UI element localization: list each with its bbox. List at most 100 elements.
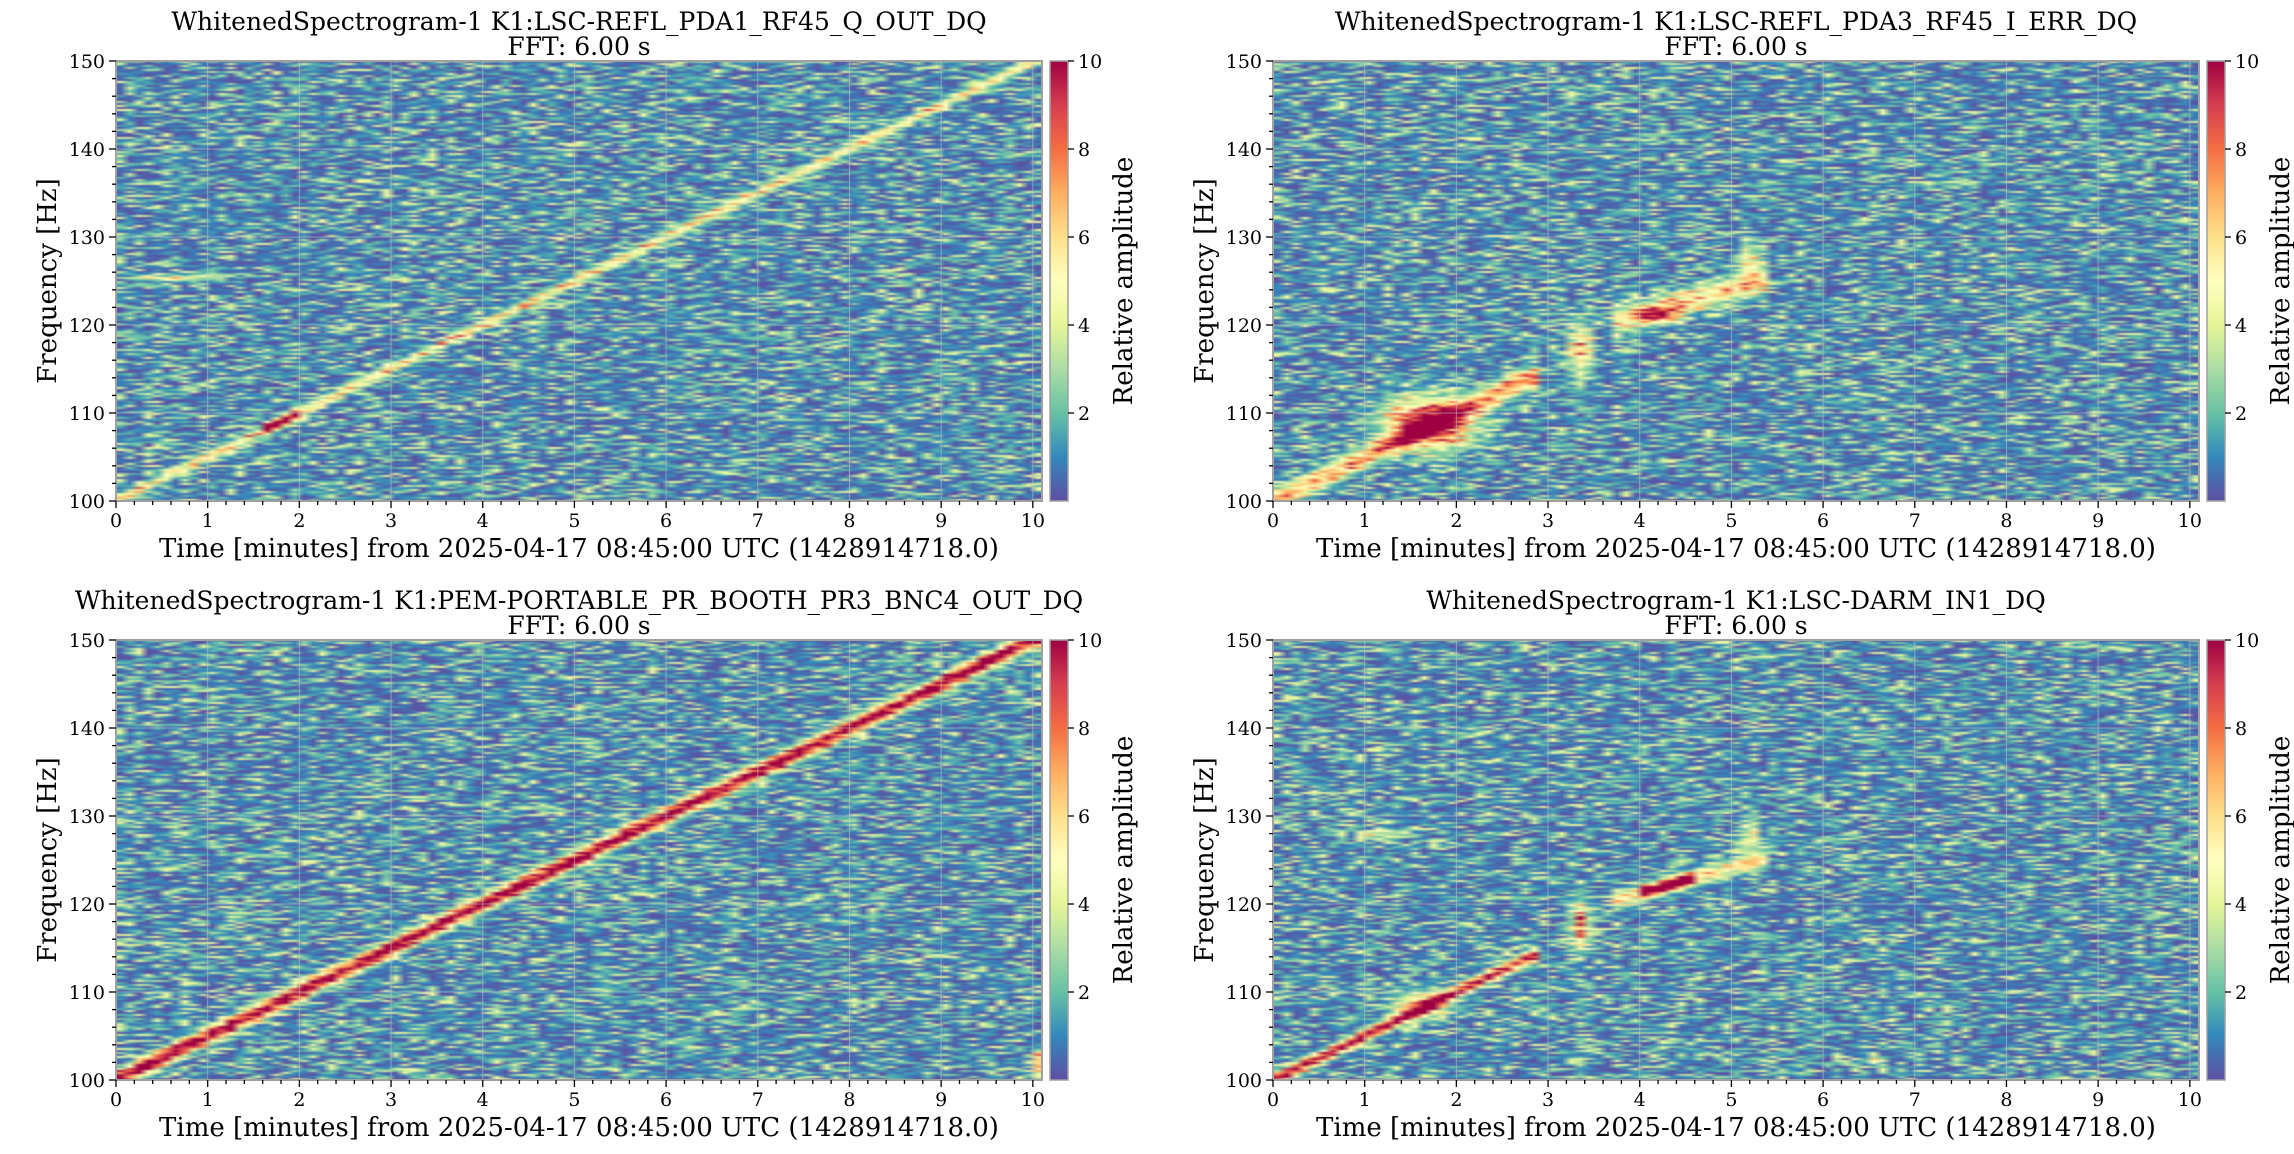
colorbar — [2206, 60, 2226, 502]
y-tick-label: 100 — [69, 491, 105, 513]
x-tick-label: 9 — [935, 510, 947, 532]
panel-4: 0 1 2 3 4 5 6 7 8 9 10 100 110 120 130 140 150 Time [minu… — [1190, 586, 2294, 1143]
y-tick-label: 120 — [1226, 315, 1262, 337]
x-tick-label: 5 — [568, 1089, 580, 1111]
colorbar-tick-label: 4 — [1078, 894, 1090, 916]
x-tick-label: 1 — [202, 1089, 214, 1111]
x-tick-label: 5 — [1725, 1089, 1737, 1111]
spectrogram-image — [116, 61, 1042, 501]
x-tick-label: 8 — [2000, 1089, 2012, 1111]
colorbar — [1049, 60, 1069, 502]
x-tick-label: 8 — [843, 1089, 855, 1111]
x-tick-label: 4 — [1634, 510, 1646, 532]
colorbar-tick-label: 6 — [2235, 806, 2247, 828]
x-tick-label: 3 — [1542, 1089, 1554, 1111]
plot-frame — [115, 60, 1043, 502]
panel-title: WhitenedSpectrogram-1 K1:LSC-REFL_PDA3_R… — [1335, 7, 2137, 36]
y-tick-label: 150 — [1226, 630, 1262, 652]
panel-subtitle: FFT: 6.00 s — [1664, 611, 1807, 640]
x-tick-label: 1 — [202, 510, 214, 532]
spectrogram-image — [1273, 61, 2199, 501]
x-tick-label: 3 — [1542, 510, 1554, 532]
y-tick-label: 150 — [69, 630, 105, 652]
colorbar-label: Relative amplitude — [1109, 157, 1139, 406]
colorbar-tick-label: 6 — [1078, 806, 1090, 828]
y-tick-label: 110 — [69, 982, 105, 1004]
x-tick-label: 2 — [1450, 510, 1462, 532]
colorbar-label: Relative amplitude — [2266, 736, 2294, 985]
panel-title: WhitenedSpectrogram-1 K1:PEM-PORTABLE_PR… — [75, 586, 1083, 615]
panel-3: 0 1 2 3 4 5 6 7 8 9 10 100 110 120 130 140 150 Time [minu… — [33, 586, 1139, 1143]
colorbar-tick-label: 4 — [1078, 315, 1090, 337]
x-tick-label: 2 — [293, 1089, 305, 1111]
panel-1: 0 1 2 3 4 5 6 7 8 9 10 100 110 120 130 140 150 Time [minu… — [33, 7, 1139, 564]
y-tick-label: 130 — [1226, 227, 1262, 249]
x-tick-label: 5 — [568, 510, 580, 532]
colorbar-tick-label: 8 — [1078, 139, 1090, 161]
x-tick-label: 9 — [935, 1089, 947, 1111]
panel-subtitle: FFT: 6.00 s — [507, 32, 650, 61]
panel-title: WhitenedSpectrogram-1 K1:LSC-DARM_IN1_DQ — [1426, 586, 2045, 615]
panel-subtitle: FFT: 6.00 s — [1664, 32, 1807, 61]
colorbar — [1049, 639, 1069, 1081]
x-tick-label: 9 — [2092, 510, 2104, 532]
panel-subtitle: FFT: 6.00 s — [507, 611, 650, 640]
colorbar-tick-label: 2 — [2235, 982, 2247, 1004]
x-tick-label: 10 — [1021, 1089, 1045, 1111]
y-tick-label: 140 — [1226, 718, 1262, 740]
x-tick-label: 5 — [1725, 510, 1737, 532]
x-tick-label: 7 — [1909, 1089, 1921, 1111]
y-tick-label: 130 — [69, 227, 105, 249]
colorbar-tick-label: 10 — [2235, 630, 2259, 652]
x-tick-label: 4 — [1634, 1089, 1646, 1111]
x-tick-label: 6 — [1817, 510, 1829, 532]
colorbar-tick-label: 10 — [1078, 630, 1102, 652]
y-tick-label: 100 — [69, 1070, 105, 1092]
colorbar-tick-label: 4 — [2235, 315, 2247, 337]
x-axis-label: Time [minutes] from 2025-04-17 08:45:00 … — [1316, 534, 2156, 564]
x-tick-label: 0 — [110, 1089, 122, 1111]
colorbar-tick-label: 4 — [2235, 894, 2247, 916]
colorbar-label: Relative amplitude — [2266, 157, 2294, 406]
x-tick-label: 6 — [1817, 1089, 1829, 1111]
colorbar-tick-label: 10 — [1078, 51, 1102, 73]
y-axis-label: Frequency [Hz] — [1190, 757, 1220, 963]
y-axis-label: Frequency [Hz] — [33, 178, 63, 384]
y-tick-label: 150 — [1226, 51, 1262, 73]
y-tick-label: 120 — [69, 315, 105, 337]
y-axis-label: Frequency [Hz] — [33, 757, 63, 963]
x-tick-label: 3 — [385, 1089, 397, 1111]
colorbar-label: Relative amplitude — [1109, 736, 1139, 985]
x-axis-label: Time [minutes] from 2025-04-17 08:45:00 … — [1316, 1113, 2156, 1143]
x-axis-label: Time [minutes] from 2025-04-17 08:45:00 … — [159, 1113, 999, 1143]
x-tick-label: 7 — [752, 1089, 764, 1111]
x-tick-label: 10 — [1021, 510, 1045, 532]
x-tick-label: 1 — [1359, 510, 1371, 532]
y-tick-label: 140 — [1226, 139, 1262, 161]
y-tick-label: 140 — [69, 718, 105, 740]
y-tick-label: 150 — [69, 51, 105, 73]
panel-title: WhitenedSpectrogram-1 K1:LSC-REFL_PDA1_R… — [171, 7, 986, 36]
x-tick-label: 10 — [2178, 1089, 2202, 1111]
x-tick-label: 8 — [2000, 510, 2012, 532]
colorbar-tick-label: 8 — [1078, 718, 1090, 740]
y-tick-label: 100 — [1226, 491, 1262, 513]
plot-frame — [1272, 639, 2200, 1081]
y-tick-label: 100 — [1226, 1070, 1262, 1092]
y-tick-label: 120 — [1226, 894, 1262, 916]
colorbar — [2206, 639, 2226, 1081]
y-tick-label: 120 — [69, 894, 105, 916]
spectrogram-image — [116, 640, 1042, 1080]
colorbar-tick-label: 8 — [2235, 718, 2247, 740]
x-tick-label: 0 — [1267, 1089, 1279, 1111]
colorbar-tick-label: 6 — [2235, 227, 2247, 249]
y-axis-label: Frequency [Hz] — [1190, 178, 1220, 384]
y-tick-label: 130 — [1226, 806, 1262, 828]
x-tick-label: 7 — [1909, 510, 1921, 532]
colorbar-tick-label: 2 — [2235, 403, 2247, 425]
colorbar-tick-label: 10 — [2235, 51, 2259, 73]
plot-frame — [115, 639, 1043, 1081]
x-tick-label: 6 — [660, 1089, 672, 1111]
x-tick-label: 3 — [385, 510, 397, 532]
